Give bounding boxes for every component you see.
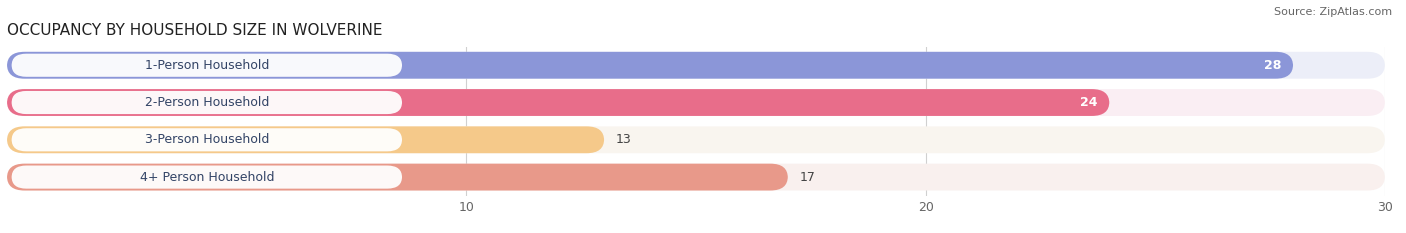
FancyBboxPatch shape <box>11 128 402 151</box>
FancyBboxPatch shape <box>7 52 1294 79</box>
FancyBboxPatch shape <box>11 165 402 189</box>
FancyBboxPatch shape <box>7 126 605 153</box>
FancyBboxPatch shape <box>7 164 1385 191</box>
Text: Source: ZipAtlas.com: Source: ZipAtlas.com <box>1274 7 1392 17</box>
FancyBboxPatch shape <box>7 126 1385 153</box>
Text: 17: 17 <box>799 171 815 184</box>
Text: 13: 13 <box>616 133 631 146</box>
Text: 4+ Person Household: 4+ Person Household <box>139 171 274 184</box>
FancyBboxPatch shape <box>7 89 1385 116</box>
Text: 3-Person Household: 3-Person Household <box>145 133 269 146</box>
Text: 28: 28 <box>1264 59 1282 72</box>
FancyBboxPatch shape <box>11 54 402 77</box>
Text: OCCUPANCY BY HOUSEHOLD SIZE IN WOLVERINE: OCCUPANCY BY HOUSEHOLD SIZE IN WOLVERINE <box>7 24 382 38</box>
FancyBboxPatch shape <box>7 89 1109 116</box>
FancyBboxPatch shape <box>11 91 402 114</box>
Text: 1-Person Household: 1-Person Household <box>145 59 269 72</box>
Text: 24: 24 <box>1080 96 1098 109</box>
FancyBboxPatch shape <box>7 164 787 191</box>
Text: 2-Person Household: 2-Person Household <box>145 96 269 109</box>
FancyBboxPatch shape <box>7 52 1385 79</box>
